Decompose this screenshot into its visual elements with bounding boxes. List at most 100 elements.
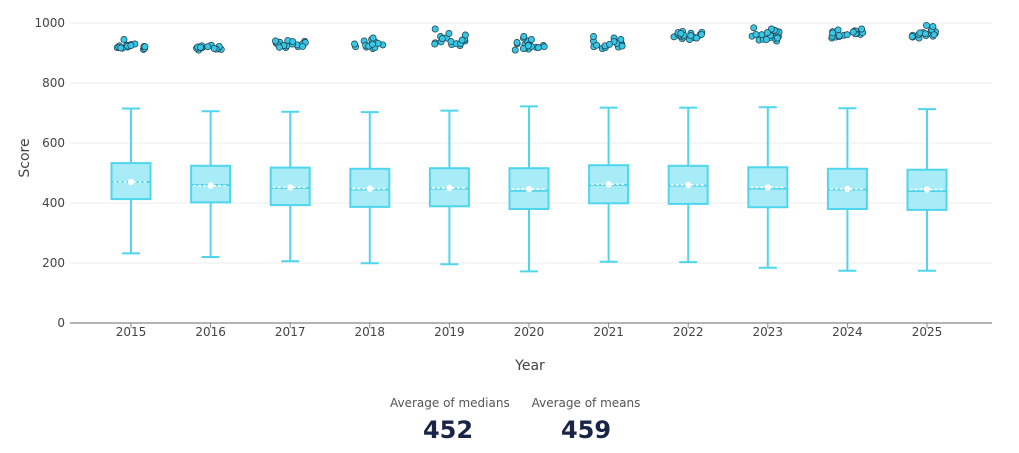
x-tick-label: 2022 [673,325,704,339]
outlier-point [908,33,916,40]
outlier-point [299,42,307,50]
x-axis-title: Year [514,358,545,374]
outlier-point [120,36,128,43]
outlier-point [698,30,705,38]
y-tick-label: 0 [57,316,65,330]
outlier-point [750,24,758,32]
outlier-point [762,36,770,43]
x-tick-label: 2020 [514,325,545,339]
mean-marker [525,186,533,193]
outlier-point [534,44,542,52]
outlier-point [117,44,125,52]
outlier-point [204,43,212,51]
outlier-point [458,36,466,44]
mean-marker [207,182,214,189]
outlier-point [275,43,283,51]
box-2022 [667,106,709,264]
outlier-point [197,43,204,51]
outlier-point [540,43,548,51]
means-label: Average of means [531,396,641,410]
y-axis-ticks: 0 200 400 600 800 1000 [34,16,65,330]
x-tick-label: 2015 [116,325,147,339]
outlier-point [272,37,279,45]
outlier-point [829,29,837,37]
outlier-point [593,41,601,49]
outlier-point [524,42,532,50]
y-tick-label: 200 [42,256,65,270]
outlier-point [445,30,453,37]
summary-means: Average of means 459 [530,396,642,444]
outlier-point [351,40,359,48]
outlier-point [590,33,597,40]
y-axis-title: Score [17,138,33,177]
outlier-point [438,35,446,43]
box-2015 [110,107,152,255]
x-tick-label: 2025 [912,325,943,339]
outlier-point [617,36,625,43]
outlier-point [520,33,528,40]
box-2023 [747,106,789,269]
outlier-point [923,21,930,29]
mean-marker [685,181,692,189]
outlier-points [113,21,939,54]
outlier-point [461,31,469,39]
mean-marker [446,184,453,192]
outlier-point [447,38,455,46]
medians-value: 452 [422,416,474,444]
outlier-point [930,31,938,39]
outlier-point [843,31,851,39]
mean-marker [844,185,851,193]
x-axis-ticks: 2015 2016 2017 2018 2019 2020 2021 2022 2023 2024… [116,323,943,339]
x-tick-label: 2023 [753,325,784,339]
outlier-point [763,29,771,37]
outlier-point [835,32,843,40]
mean-marker [366,185,373,192]
medians-label: Average of medians [390,396,510,410]
box-2016 [190,110,232,258]
boxes [110,105,948,273]
outlier-point [752,30,760,38]
box-2025 [906,108,948,272]
outlier-point [858,25,866,33]
x-tick-label: 2024 [832,325,863,339]
box-2024 [826,107,868,272]
box-2020 [508,105,550,273]
x-tick-label: 2021 [593,325,624,339]
outlier-point [431,40,439,48]
outlier-point [677,30,685,37]
y-tick-label: 400 [42,196,65,210]
y-tick-label: 800 [42,76,65,90]
outlier-point [210,45,218,52]
outlier-point [511,46,519,54]
means-value: 459 [560,416,612,444]
outlier-point [693,34,700,42]
mean-marker [127,178,135,186]
outlier-point [606,40,614,48]
outlier-point [774,34,781,42]
y-tick-label: 600 [42,136,65,150]
outlier-point [369,34,377,42]
outlier-point [929,23,937,31]
mean-marker [764,184,771,191]
outlier-point [687,32,695,40]
outlier-point [289,38,297,46]
x-tick-label: 2019 [434,325,465,339]
box-2021 [588,106,630,263]
outlier-point [374,39,382,47]
grid-lines [70,22,992,264]
mean-marker [923,186,931,193]
outlier-point [849,28,857,36]
outlier-point [618,42,626,50]
x-tick-label: 2016 [195,325,226,339]
outlier-point [369,40,376,48]
mean-marker [605,181,612,188]
outlier-point [921,30,929,38]
outlier-point [528,36,535,43]
outlier-point [431,25,439,33]
outlier-point [127,42,135,49]
summary-medians: Average of medians 452 [390,396,510,444]
box-2017 [269,110,311,263]
outlier-point [513,39,521,46]
outlier-point [141,43,149,51]
